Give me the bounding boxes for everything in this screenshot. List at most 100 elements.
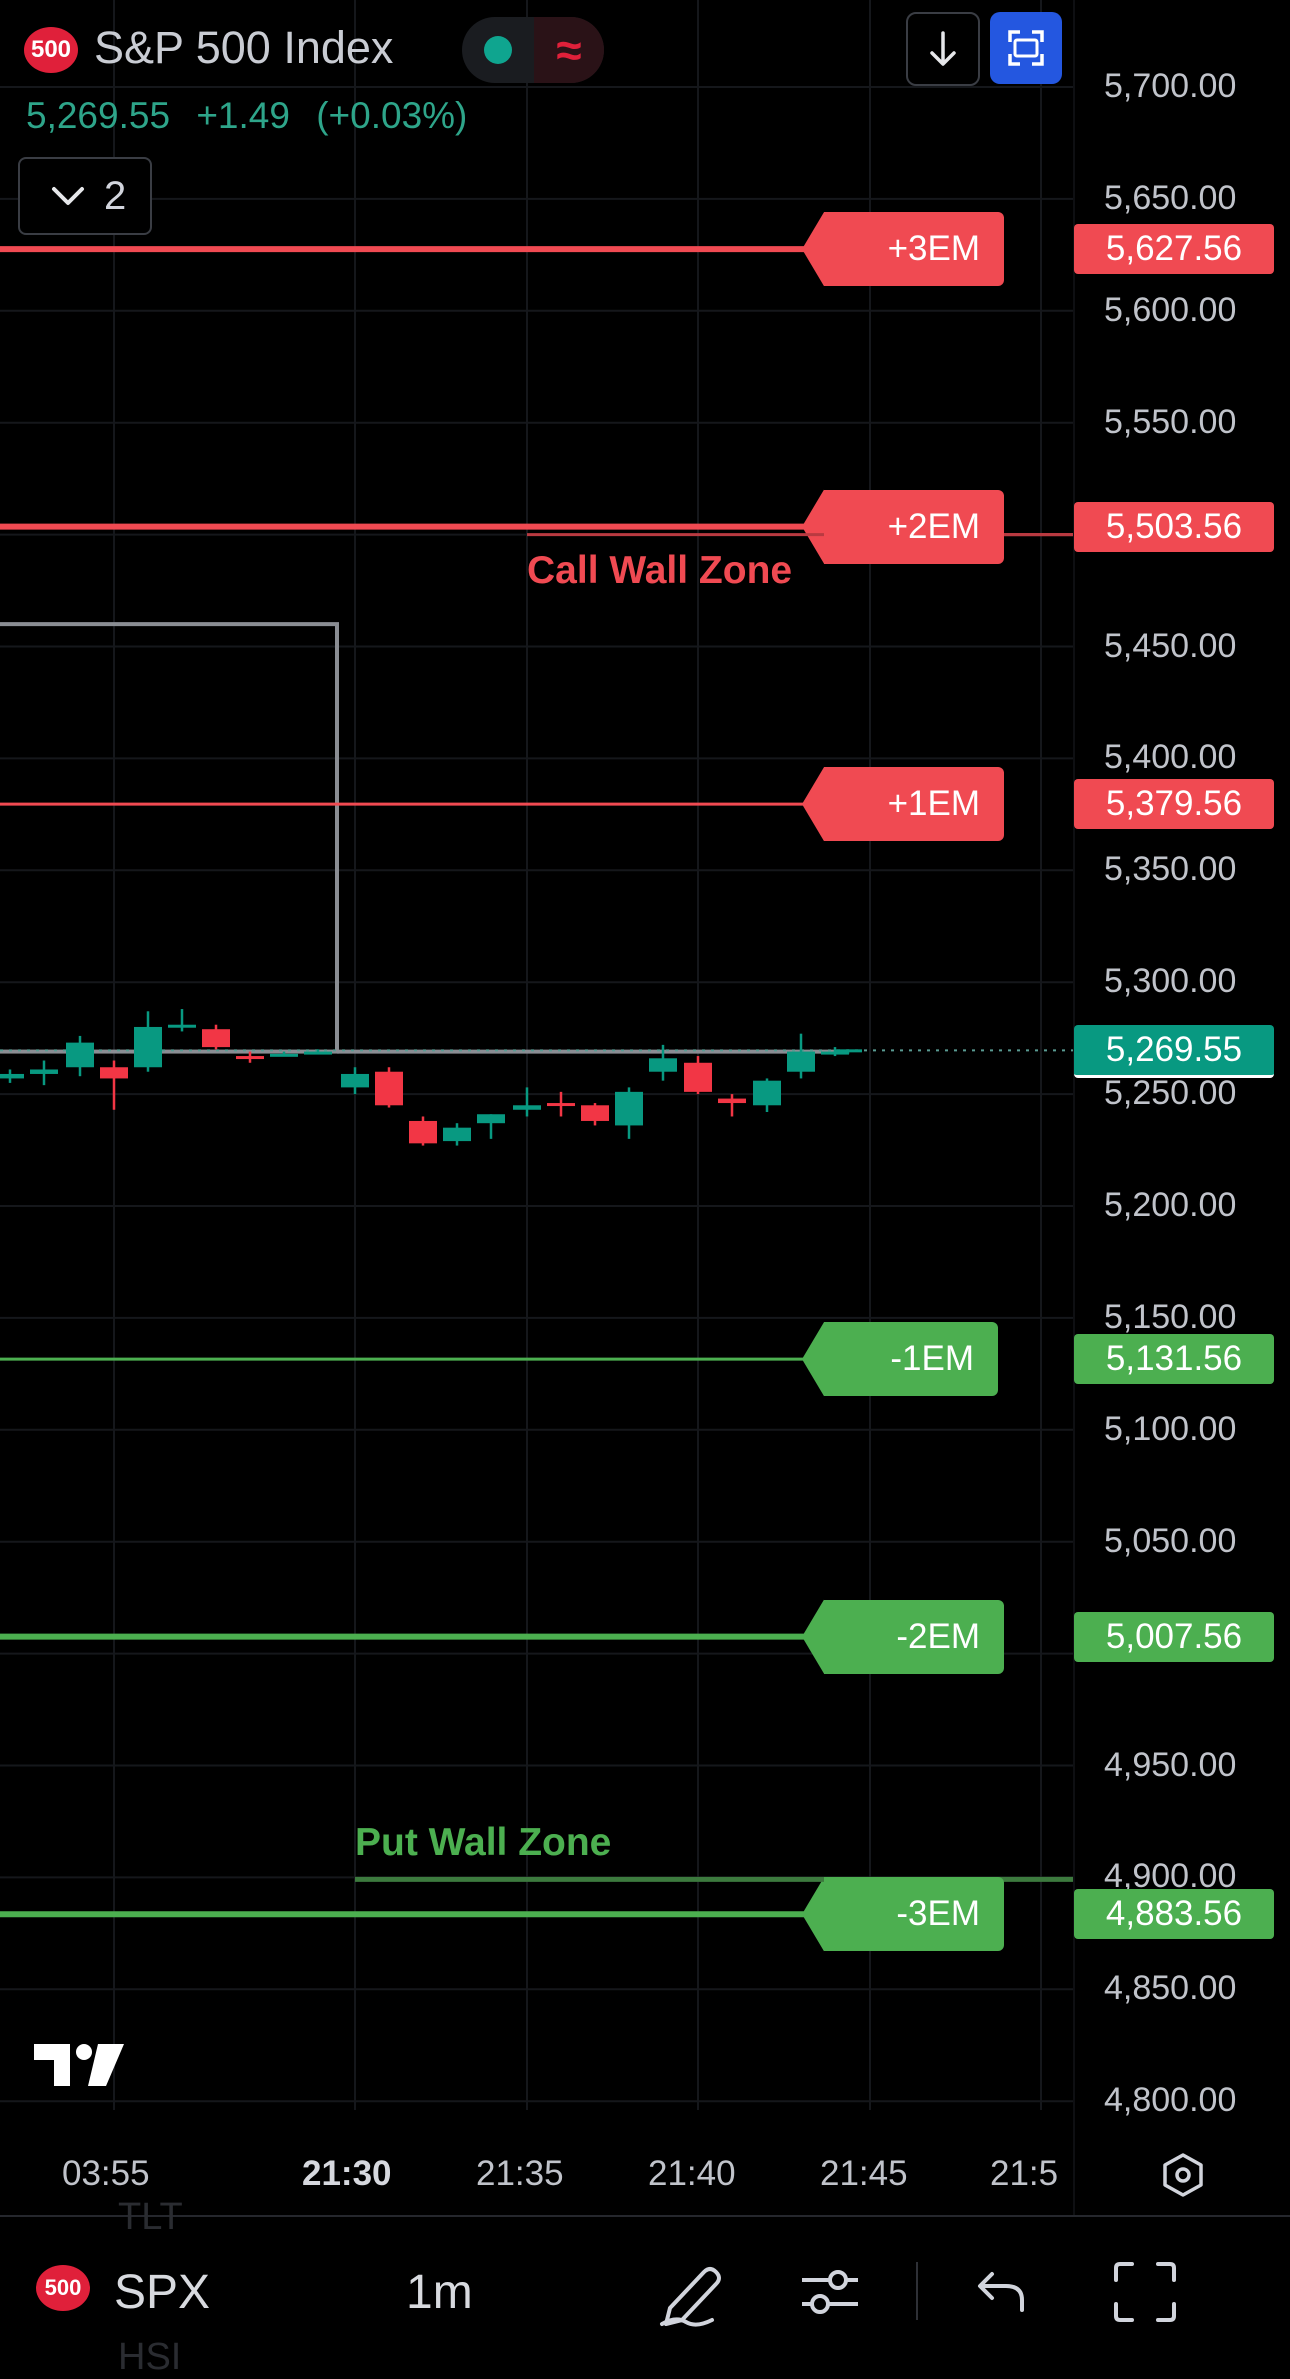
x-axis-tick-label: 21:5 [990, 2154, 1059, 2193]
hidden-watchlist-item: HSI [118, 2336, 182, 2378]
candle-body [787, 1051, 815, 1072]
em-tag-arrow [802, 1322, 824, 1397]
candle-body [443, 1127, 471, 1142]
candle-body [66, 1042, 94, 1068]
em-tag: +3EM [824, 212, 1004, 287]
indicator-count: 2 [104, 173, 127, 218]
symbol-badge: 500 [36, 2265, 90, 2311]
last-price: 5,269.55 [26, 95, 171, 136]
fullscreen-button[interactable] [990, 12, 1062, 84]
candle-body [753, 1080, 781, 1106]
candle-body [375, 1071, 403, 1106]
download-arrow-icon [930, 31, 956, 66]
price-change-pct: (+0.03%) [316, 95, 468, 136]
fullscreen-frame-icon[interactable] [1112, 2260, 1178, 2324]
candles [0, 1009, 862, 1146]
level-price-tag: 5,503.56 [1074, 501, 1274, 552]
candle-body [718, 1098, 746, 1104]
y-axis-tick-label: 4,950.00 [1104, 1745, 1237, 1784]
y-axis-tick-label: 5,350.00 [1104, 850, 1237, 889]
candle-body [547, 1103, 575, 1107]
symbol-title[interactable]: S&P 500 Index [94, 22, 394, 73]
candle-body [304, 1051, 332, 1055]
y-axis-tick-label: 5,550.00 [1104, 402, 1237, 441]
y-axis-tick-label: 5,050.00 [1104, 1521, 1237, 1560]
y-axis-tick-label: 5,300.00 [1104, 962, 1237, 1001]
x-axis-tick-label: 21:30 [302, 2154, 392, 2193]
candle-body [477, 1114, 505, 1124]
chart-mode-toggle[interactable]: ≈ [462, 17, 604, 83]
em-tag: -1EM [824, 1322, 998, 1397]
em-tag-arrow [802, 767, 824, 842]
candle-body [134, 1026, 162, 1068]
interval-selector[interactable]: 1m [406, 2266, 473, 2319]
candle-body [684, 1062, 712, 1092]
em-tag: -3EM [824, 1877, 1004, 1952]
y-axis-tick-label: 5,700.00 [1104, 67, 1237, 105]
candle-body [202, 1029, 230, 1048]
undo-icon[interactable] [976, 2268, 1026, 2314]
fullscreen-icon [1008, 30, 1044, 66]
put-wall-zone-label: Put Wall Zone [355, 1821, 612, 1865]
candle-body [834, 1049, 862, 1053]
candle-body [168, 1024, 196, 1028]
y-axis-tick-label: 5,100.00 [1104, 1409, 1237, 1448]
em-tag: -2EM [824, 1599, 1004, 1674]
candle-body [236, 1056, 264, 1060]
toolbar-divider [916, 2262, 918, 2320]
y-axis-tick-label: 5,150.00 [1104, 1297, 1237, 1336]
y-axis-tick-label: 5,600.00 [1104, 290, 1237, 329]
candle-body [615, 1091, 643, 1126]
chart-grid [0, 0, 1074, 2110]
wave-icon[interactable]: ≈ [534, 17, 604, 83]
indicator-settings-icon[interactable] [798, 2262, 862, 2322]
indicators-toggle[interactable]: 2 [18, 157, 152, 235]
hidden-watchlist-item: TLT [118, 2196, 183, 2238]
candle-body [0, 1073, 24, 1079]
em-tag-arrow [802, 212, 824, 287]
candle-body [409, 1120, 437, 1144]
call-wall-zone-label: Call Wall Zone [527, 548, 793, 592]
level-price-tag: 5,627.56 [1074, 224, 1274, 275]
y-axis-tick-label: 4,850.00 [1104, 1969, 1237, 2008]
em-levels [0, 212, 1074, 1952]
download-button[interactable] [906, 12, 980, 86]
x-axis-tick-label: 03:55 [62, 2154, 150, 2193]
level-price-tag: 5,007.56 [1074, 1611, 1274, 1662]
y-axis-tick-label: 4,800.00 [1104, 2081, 1237, 2120]
y-axis-tick-label: 5,200.00 [1104, 1186, 1237, 1224]
status-dot-icon [484, 36, 512, 64]
x-axis-tick-label: 21:35 [476, 2154, 564, 2193]
current-price-tag: 5,269.55 [1074, 1025, 1274, 1079]
price-change: +1.49 [196, 95, 290, 136]
y-axis-tick-label: 5,400.00 [1104, 738, 1237, 777]
candle-body [100, 1067, 128, 1079]
session-box [0, 622, 339, 1054]
tradingview-logo-icon[interactable] [32, 2040, 128, 2090]
candle-body [581, 1105, 609, 1121]
x-axis-tick-label: 21:40 [648, 2154, 736, 2193]
candle-body [341, 1073, 369, 1088]
pencil-draw-icon[interactable] [656, 2258, 728, 2328]
settings-hexagon-icon[interactable] [1160, 2152, 1206, 2198]
x-axis-tick-label: 21:45 [820, 2154, 908, 2193]
em-tag: +1EM [824, 767, 1004, 842]
candle-body [513, 1105, 541, 1110]
chevron-down-icon [52, 187, 84, 205]
y-axis-tick-label: 5,450.00 [1104, 626, 1237, 665]
symbol-selector[interactable]: SPX [114, 2266, 211, 2319]
candle-body [30, 1069, 58, 1074]
y-axis-tick-label: 5,650.00 [1104, 178, 1237, 217]
candle-body [821, 1051, 849, 1055]
candle-body [270, 1053, 298, 1057]
em-tag: +2EM [824, 489, 1004, 564]
em-tag-arrow [802, 1599, 824, 1674]
level-price-tag: 5,131.56 [1074, 1334, 1274, 1385]
candle-body [649, 1058, 677, 1072]
em-tag-arrow [802, 489, 824, 564]
quote-line: 5,269.55 +1.49 (+0.03%) [26, 95, 483, 137]
em-tag-arrow [802, 1877, 824, 1952]
index-badge: 500 [24, 27, 78, 73]
level-price-tag: 4,883.56 [1074, 1889, 1274, 1940]
